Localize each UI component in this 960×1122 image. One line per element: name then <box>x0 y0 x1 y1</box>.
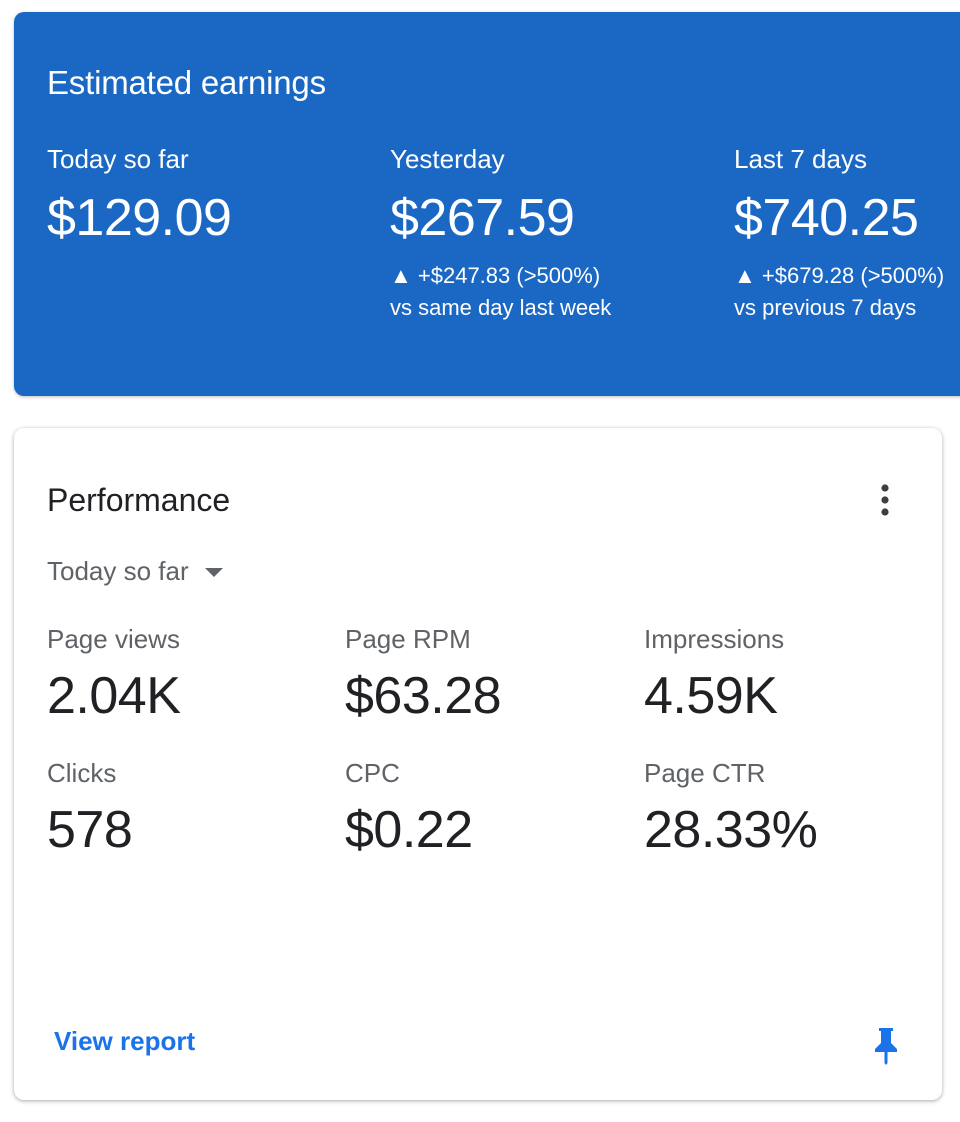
earnings-last-7-days-delta: ▲ +$679.28 (>500%) <box>734 263 945 288</box>
metric-value: 28.33% <box>644 801 818 859</box>
earnings-yesterday-label: Yesterday <box>390 144 505 174</box>
metric-label: Impressions <box>644 624 785 654</box>
metric-label: Page views <box>47 624 180 654</box>
earnings-last-7-days-value: $740.25 <box>734 189 919 247</box>
date-range-dropdown[interactable]: Today so far <box>47 556 223 587</box>
metric-value: 578 <box>47 801 133 859</box>
metric-value: 2.04K <box>47 667 181 725</box>
view-report-link[interactable]: View report <box>54 1026 196 1056</box>
earnings-last-7-days-label: Last 7 days <box>734 144 867 174</box>
metric-value: $63.28 <box>345 667 502 725</box>
performance-card: Performance Today so far Page views 2.04… <box>14 428 942 1100</box>
metric-label: Page RPM <box>345 624 471 654</box>
earnings-today: Today so far $129.09 <box>47 144 232 248</box>
estimated-earnings-card: Estimated earnings Today so far $129.09 … <box>14 12 960 396</box>
earnings-yesterday-compare: vs same day last week <box>390 295 612 320</box>
earnings-today-value: $129.09 <box>47 189 232 247</box>
metric-page-views: Page views 2.04K <box>47 624 181 726</box>
earnings-today-label: Today so far <box>47 144 189 174</box>
earnings-yesterday: Yesterday $267.59 ▲ +$247.83 (>500%) vs … <box>390 144 611 322</box>
metric-label: CPC <box>345 758 400 788</box>
earnings-yesterday-delta: ▲ +$247.83 (>500%) <box>390 263 601 288</box>
earnings-yesterday-value: $267.59 <box>390 189 575 247</box>
metric-label: Clicks <box>47 758 117 788</box>
metric-value: $0.22 <box>345 801 473 859</box>
chevron-down-icon <box>204 568 223 577</box>
metric-impressions: Impressions 4.59K <box>644 624 784 726</box>
earnings-last-7-days: Last 7 days $740.25 ▲ +$679.28 (>500%) v… <box>734 144 944 322</box>
earnings-last-7-days-compare: vs previous 7 days <box>734 295 917 320</box>
earnings-title: Estimated earnings <box>47 64 326 101</box>
metric-label: Page CTR <box>644 758 766 788</box>
metric-clicks: Clicks 578 <box>47 758 133 860</box>
metric-value: 4.59K <box>644 667 778 725</box>
performance-title: Performance <box>47 482 231 518</box>
metric-page-ctr: Page CTR 28.33% <box>644 758 818 860</box>
date-range-label: Today so far <box>47 556 189 586</box>
metric-page-rpm: Page RPM $63.28 <box>345 624 502 726</box>
metric-cpc: CPC $0.22 <box>345 758 473 860</box>
more-vert-icon[interactable] <box>872 482 898 518</box>
pin-icon[interactable] <box>872 1026 900 1066</box>
